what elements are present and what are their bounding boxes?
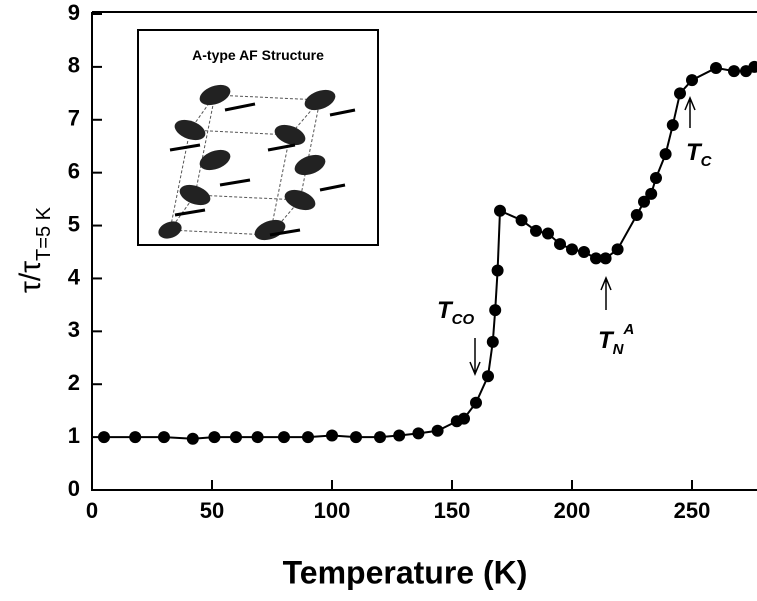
data-point bbox=[710, 61, 722, 74]
data-point bbox=[208, 431, 221, 444]
x-axis-label: Temperature (K) bbox=[283, 554, 528, 590]
data-point bbox=[486, 335, 499, 348]
data-point bbox=[515, 214, 528, 227]
annotation-arrow bbox=[684, 96, 696, 128]
annotation-sub: CO bbox=[452, 311, 475, 328]
data-point bbox=[251, 431, 264, 444]
annotation-arrow bbox=[600, 276, 612, 310]
x-tick-label: 0 bbox=[86, 498, 98, 523]
orbitals bbox=[158, 84, 336, 241]
data-point bbox=[674, 87, 686, 100]
annotation-text: T bbox=[686, 139, 703, 166]
annotation-sub: C bbox=[701, 153, 713, 170]
data-point bbox=[374, 431, 386, 444]
data-point bbox=[599, 252, 612, 265]
y-tick-label: 2 bbox=[68, 370, 80, 395]
data-point bbox=[686, 74, 698, 87]
inset-title: A-type AF Structure bbox=[192, 47, 324, 63]
annotation: TC bbox=[686, 139, 713, 170]
data-point bbox=[650, 171, 662, 184]
y-axis-label-sub: T=5 K bbox=[33, 206, 55, 261]
x-tick-label: 150 bbox=[434, 498, 471, 523]
y-tick-label: 0 bbox=[68, 476, 80, 501]
data-point bbox=[578, 246, 590, 258]
data-point bbox=[554, 238, 566, 251]
data-point bbox=[326, 429, 338, 442]
data-point bbox=[158, 431, 170, 444]
data-point bbox=[748, 60, 757, 73]
annotation-text: T bbox=[437, 297, 454, 324]
annotation: TCO bbox=[437, 297, 475, 328]
y-tick-label: 8 bbox=[68, 53, 80, 78]
y-tick-label: 7 bbox=[68, 106, 80, 131]
data-point bbox=[489, 304, 502, 317]
data-point bbox=[645, 187, 658, 200]
inset-box bbox=[137, 29, 379, 246]
data-point bbox=[350, 431, 362, 444]
data-point bbox=[728, 65, 740, 78]
annotation-sub: N bbox=[613, 341, 625, 358]
y-tick-label: 3 bbox=[68, 317, 80, 342]
data-point bbox=[470, 396, 482, 409]
data-point bbox=[566, 243, 578, 256]
data-point bbox=[638, 195, 650, 208]
data-point bbox=[611, 243, 624, 256]
data-point bbox=[530, 224, 542, 237]
annotations: TCO TNA TC bbox=[437, 96, 713, 376]
data-point bbox=[412, 427, 425, 440]
data-point bbox=[129, 431, 142, 444]
annotation-text: T bbox=[598, 327, 615, 354]
x-tick-label: 250 bbox=[674, 498, 711, 523]
data-point bbox=[278, 431, 290, 444]
data-point bbox=[494, 204, 506, 217]
data-point bbox=[590, 252, 602, 265]
y-tick-label: 4 bbox=[68, 264, 81, 289]
data-point bbox=[458, 412, 470, 425]
data-point bbox=[393, 429, 406, 442]
y-tick-label: 5 bbox=[68, 211, 80, 236]
y-tick-label: 1 bbox=[68, 423, 80, 448]
annotation-sup: A bbox=[623, 321, 635, 338]
inset: A-type AF Structure bbox=[137, 29, 379, 246]
y-tick-label: 6 bbox=[68, 158, 80, 183]
data-point bbox=[630, 208, 643, 221]
data-point bbox=[186, 432, 199, 445]
y-tick-label: 9 bbox=[68, 0, 80, 25]
annotation: TNA bbox=[598, 321, 634, 358]
data-point bbox=[482, 370, 494, 383]
y-axis-label: τ/τT=5 K bbox=[14, 206, 55, 293]
data-point bbox=[302, 431, 314, 444]
annotation-arrow bbox=[469, 338, 481, 376]
data-point bbox=[659, 148, 672, 161]
axes bbox=[91, 11, 757, 491]
x-tick-label: 100 bbox=[314, 498, 351, 523]
data-point bbox=[98, 431, 110, 444]
x-tick-label: 50 bbox=[200, 498, 224, 523]
data-point bbox=[542, 227, 554, 240]
data-point bbox=[666, 119, 679, 132]
data-point bbox=[491, 264, 504, 277]
x-tick-label: 200 bbox=[554, 498, 591, 523]
spin-arrows bbox=[169, 102, 356, 237]
data-point bbox=[230, 431, 242, 444]
data-point bbox=[431, 424, 444, 437]
y-axis-label-main: τ/τ bbox=[14, 261, 47, 293]
